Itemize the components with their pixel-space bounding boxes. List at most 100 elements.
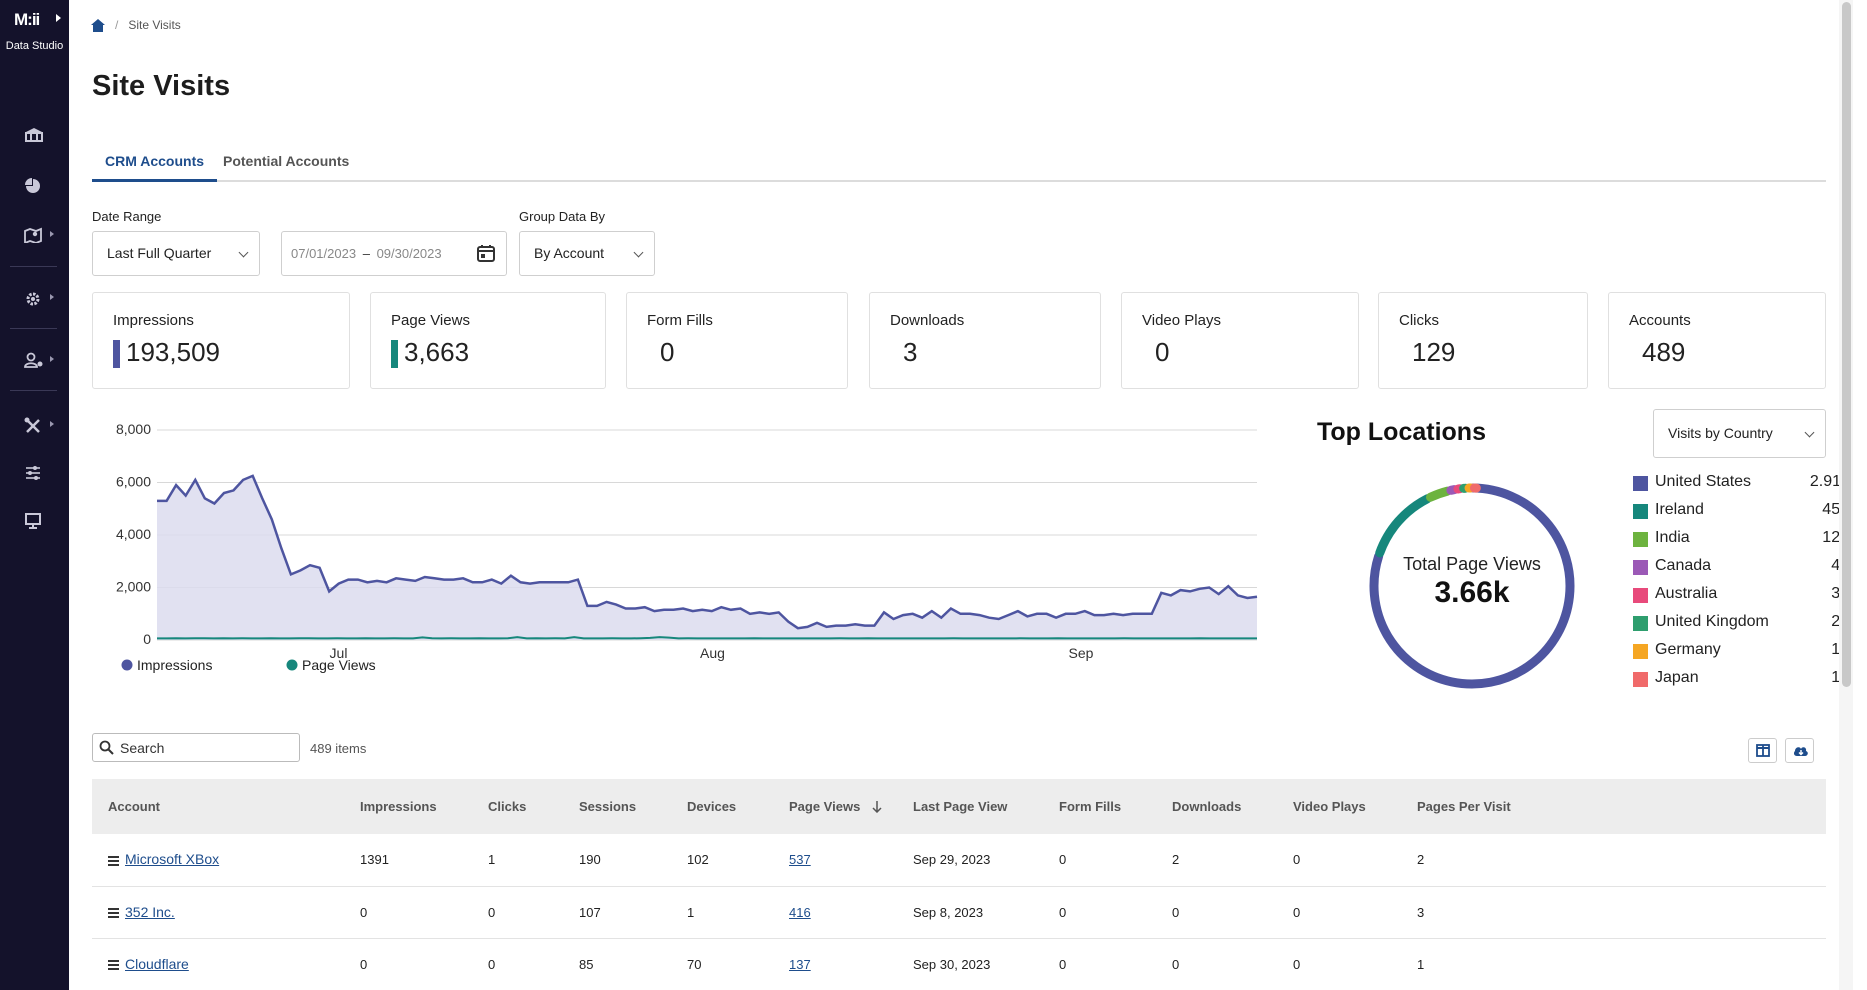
- sidebar-item-locations[interactable]: [0, 215, 69, 255]
- column-header-form-fills[interactable]: Form Fills: [1043, 779, 1156, 834]
- metric-title: Page Views: [391, 312, 470, 329]
- row-menu-icon[interactable]: [108, 958, 119, 972]
- monitor-icon: [25, 513, 41, 529]
- search-box[interactable]: [92, 733, 300, 762]
- table-cell: 190: [563, 834, 671, 887]
- row-menu-icon[interactable]: [108, 854, 119, 868]
- locations-donut-chart[interactable]: [1362, 476, 1582, 696]
- legend-country: Germany: [1655, 641, 1721, 658]
- sidebar-item-analytics[interactable]: [0, 165, 69, 205]
- columns-button[interactable]: [1748, 738, 1777, 763]
- legend-item[interactable]: Ireland 455: [1633, 498, 1849, 526]
- legend-swatch: [1633, 644, 1648, 659]
- start-date[interactable]: 07/01/2023: [291, 246, 357, 261]
- legend-country: United Kingdom: [1655, 613, 1769, 630]
- metric-value: 0: [660, 337, 675, 367]
- group-data-select[interactable]: By Account: [519, 231, 655, 276]
- column-header-impressions[interactable]: Impressions: [344, 779, 472, 834]
- search-icon: [99, 740, 114, 755]
- column-header-last-page-view[interactable]: Last Page View: [897, 779, 1043, 834]
- table-row[interactable]: Cloudflare 0 0 85 70 137 Sep 30, 2023 0 0 0 1: [92, 938, 1826, 990]
- legend-item[interactable]: United Kingdom26: [1633, 610, 1849, 638]
- y-tick-label: 6,000: [116, 474, 151, 490]
- app-subtitle: Data Studio: [5, 40, 64, 52]
- metric-title: Accounts: [1629, 312, 1691, 329]
- group-data-label: Group Data By: [519, 209, 605, 224]
- column-header-downloads[interactable]: Downloads: [1156, 779, 1277, 834]
- column-header-sessions[interactable]: Sessions: [563, 779, 671, 834]
- metric-card-impressions: Impressions 193,509: [92, 292, 350, 389]
- row-menu-icon[interactable]: [108, 906, 119, 920]
- page-views-link[interactable]: 416: [789, 904, 811, 920]
- sidebar-item-accounts[interactable]: [0, 115, 69, 155]
- building-icon: [25, 128, 43, 142]
- impressions-area: [157, 475, 1257, 640]
- metric-color-bar: [113, 340, 120, 368]
- legend-item[interactable]: Japan12: [1633, 666, 1849, 694]
- logo-caret-icon[interactable]: [56, 14, 61, 22]
- legend-swatch: [1633, 672, 1648, 687]
- table-cell: 2: [1401, 834, 1826, 887]
- metric-card-form-fills: Form Fills 0: [626, 292, 848, 389]
- legend-item[interactable]: Germany17: [1633, 638, 1849, 666]
- account-link[interactable]: Microsoft XBox: [125, 851, 220, 868]
- metric-title: Video Plays: [1142, 312, 1221, 329]
- tab-crm-accounts[interactable]: CRM Accounts: [92, 148, 218, 182]
- table-cell: Sep 8, 2023: [897, 886, 1043, 939]
- date-range-picker[interactable]: 07/01/2023 – 09/30/2023: [281, 231, 507, 276]
- page-views-link[interactable]: 137: [789, 956, 811, 972]
- x-tick-label: Sep: [1069, 645, 1094, 661]
- sidebar-item-settings[interactable]: [0, 278, 69, 318]
- metric-value: 193,509: [126, 337, 220, 367]
- sidebar-item-tools[interactable]: [0, 405, 69, 445]
- legend-swatch: [1633, 560, 1648, 575]
- account-link[interactable]: Cloudflare: [125, 955, 189, 972]
- donut-slice[interactable]: [1369, 483, 1575, 689]
- top-locations-title: Top Locations: [1317, 418, 1486, 446]
- sidebar-item-user-admin[interactable]: [0, 340, 69, 380]
- account-link[interactable]: 352 Inc.: [125, 903, 175, 920]
- table-cell: 2: [1156, 834, 1277, 887]
- column-header-clicks[interactable]: Clicks: [472, 779, 563, 834]
- table-cell: 102: [671, 834, 773, 887]
- pie-chart-icon: [25, 178, 40, 193]
- legend-label: Page Views: [302, 657, 376, 673]
- calendar-icon[interactable]: [476, 243, 496, 263]
- app-logo[interactable]: M:ii: [14, 10, 40, 29]
- y-tick-label: 4,000: [116, 526, 151, 542]
- legend-country: Ireland: [1655, 501, 1704, 518]
- sidebar-item-display[interactable]: [0, 500, 69, 540]
- donut-slice[interactable]: [1425, 486, 1453, 502]
- table-cell: 0: [1277, 834, 1401, 887]
- export-button[interactable]: [1785, 738, 1814, 763]
- visits-area-chart[interactable]: 8,000 6,000 4,000 2,000 0 Jul Aug Sep Impression…: [92, 405, 1292, 695]
- donut-slice[interactable]: [1375, 494, 1432, 558]
- locations-select[interactable]: Visits by Country: [1653, 409, 1826, 458]
- sidebar-item-filters[interactable]: [0, 453, 69, 493]
- column-header-page-views-label: Page Views: [789, 799, 861, 814]
- table-cell: 137: [773, 938, 897, 990]
- end-date[interactable]: 09/30/2023: [376, 246, 442, 261]
- column-header-pages-per-visit[interactable]: Pages Per Visit: [1401, 779, 1826, 834]
- legend-item[interactable]: Australia34: [1633, 582, 1849, 610]
- legend-country: Canada: [1655, 557, 1712, 574]
- page-scrollbar[interactable]: [1839, 0, 1853, 990]
- home-icon[interactable]: [91, 18, 105, 32]
- table-row[interactable]: Microsoft XBox 1391 1 190 102 537 Sep 29, 2023…: [92, 834, 1826, 887]
- search-input[interactable]: [120, 738, 290, 758]
- column-header-devices[interactable]: Devices: [671, 779, 773, 834]
- page-scrollbar-thumb[interactable]: [1842, 2, 1851, 687]
- sort-down-icon[interactable]: [872, 801, 882, 814]
- table-row[interactable]: 352 Inc. 0 0 107 1 416 Sep 8, 2023 0 0 0 3: [92, 886, 1826, 939]
- tab-potential-accounts[interactable]: Potential Accounts: [223, 153, 350, 169]
- sidebar: M:ii Data Studio: [0, 0, 69, 990]
- legend-item[interactable]: Canada42: [1633, 554, 1849, 582]
- legend-swatch: [1633, 532, 1648, 547]
- legend-item[interactable]: United States 2.91k: [1633, 470, 1849, 498]
- column-header-video-plays[interactable]: Video Plays: [1277, 779, 1401, 834]
- page-views-link[interactable]: 537: [789, 852, 811, 868]
- legend-item[interactable]: India 127: [1633, 526, 1849, 554]
- column-header-page-views[interactable]: Page Views: [773, 779, 897, 834]
- column-header-account[interactable]: Account: [92, 779, 344, 834]
- date-range-select[interactable]: Last Full Quarter: [92, 231, 260, 276]
